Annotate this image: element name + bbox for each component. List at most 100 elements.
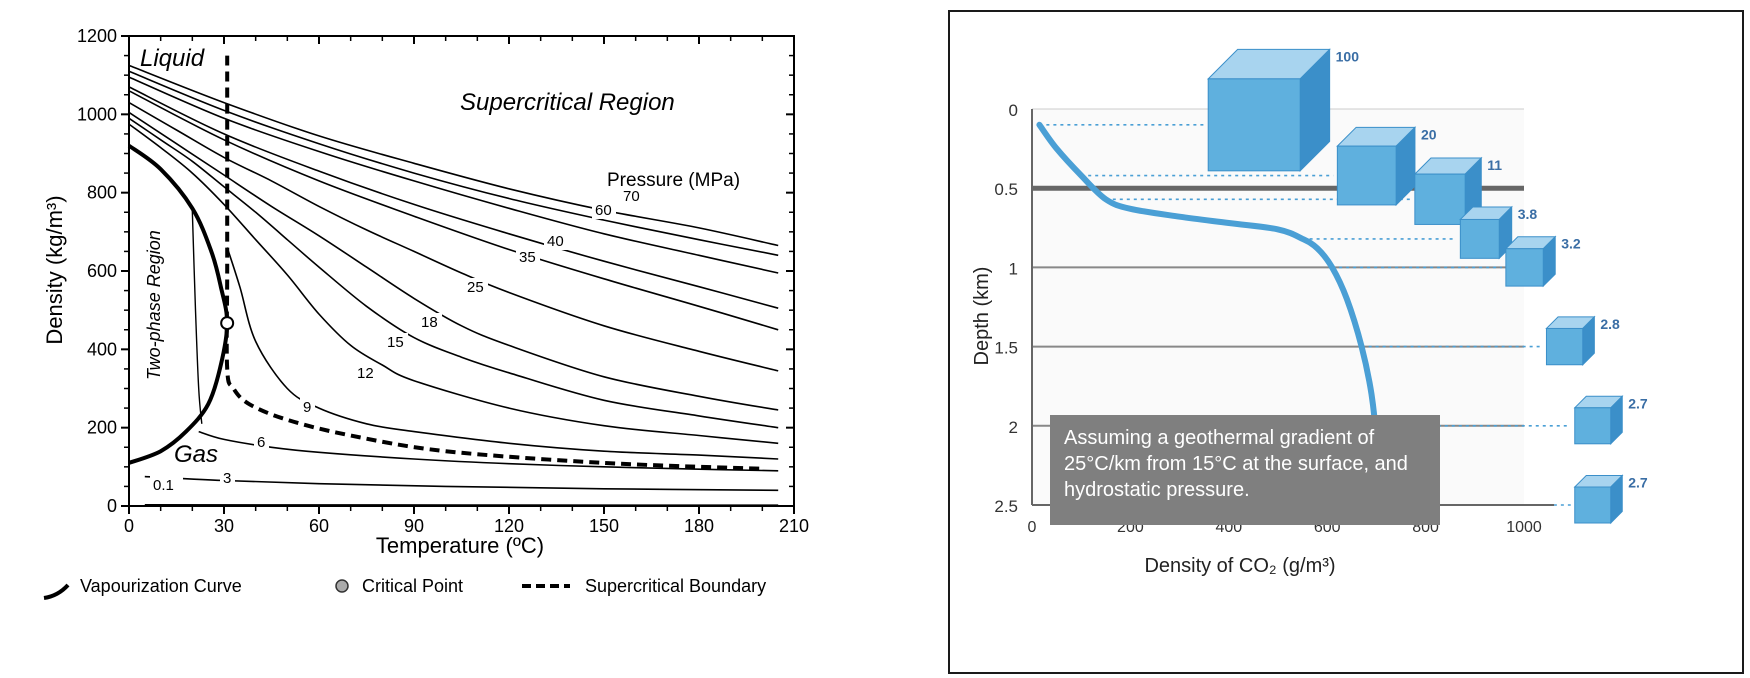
y-tick-label: 1000 bbox=[77, 104, 117, 124]
isobar-line bbox=[226, 247, 779, 460]
isobar-label-bg bbox=[544, 232, 568, 250]
two-phase-inner-line bbox=[191, 210, 203, 424]
x-tick-label: 0 bbox=[124, 516, 134, 536]
legend-boundary-label: Supercritical Boundary bbox=[585, 576, 766, 596]
x-tick-label: 0 bbox=[1028, 519, 1037, 536]
isobar-line bbox=[198, 430, 779, 472]
isobar-label-bg bbox=[150, 476, 183, 494]
isobar-label-bg bbox=[592, 201, 616, 219]
cube-label: 20 bbox=[1421, 126, 1437, 142]
volume-cube: 20 bbox=[1336, 126, 1437, 207]
x-tick-label: 120 bbox=[494, 516, 524, 536]
y-tick-label: 0.5 bbox=[994, 180, 1018, 199]
isobar-label-bg bbox=[254, 433, 269, 451]
cube-label: 2.7 bbox=[1628, 474, 1648, 490]
isobar-label-bg bbox=[418, 313, 442, 331]
y-axis-title: Density (kg/m³) bbox=[42, 195, 67, 344]
volume-cube: 2.8 bbox=[1545, 315, 1620, 366]
co2-density-curve bbox=[1036, 121, 1382, 508]
x-tick-label: 90 bbox=[404, 516, 424, 536]
isobar-label-bg bbox=[516, 248, 540, 266]
liquid-region-label: Liquid bbox=[140, 45, 205, 72]
isobar-label-bg bbox=[354, 364, 378, 382]
isobar-line bbox=[144, 475, 779, 492]
y-axis-title: Depth (km) bbox=[971, 267, 993, 366]
x-tick-label: 210 bbox=[779, 516, 809, 536]
gas-region-label: Gas bbox=[174, 441, 218, 468]
volume-cube: 3.2 bbox=[1504, 235, 1581, 288]
isobar-label: 0.1 bbox=[153, 477, 174, 494]
volume-cube: 2.7 bbox=[1573, 474, 1648, 525]
axes: 0 30 60 90 120 150 180 210 0 200 400 600 800 1000 1200 bbox=[77, 26, 809, 536]
isobar-label: 25 bbox=[467, 279, 484, 296]
x-tick-label: 30 bbox=[214, 516, 234, 536]
y-tick-label: 1200 bbox=[77, 26, 117, 46]
assumption-note: Assuming a geothermal gradient of 25°C/k… bbox=[1050, 415, 1440, 525]
isobar-label: 40 bbox=[547, 233, 564, 250]
isobar-label: 9 bbox=[303, 399, 311, 416]
isobar-label: 60 bbox=[595, 202, 612, 219]
y-tick-label: 2 bbox=[1009, 418, 1018, 437]
x-tick-label: 180 bbox=[684, 516, 714, 536]
isobar-line bbox=[128, 101, 779, 372]
volume-cube: 100 bbox=[1206, 48, 1360, 173]
x-axis-title: Temperature (ºC) bbox=[376, 533, 544, 558]
cube-front-face bbox=[1459, 218, 1500, 259]
volume-cube: 2.7 bbox=[1573, 395, 1648, 446]
cube-label: 3.2 bbox=[1561, 236, 1581, 252]
isobar-label-bg bbox=[300, 398, 315, 416]
x-tick-label: 1000 bbox=[1506, 519, 1542, 536]
legend: Vapourization Curve Critical Point Super… bbox=[43, 576, 766, 600]
critical-point-marker bbox=[220, 316, 235, 331]
density-temperature-chart: 0.1 3 6 9 12 15 18 25 35 40 60 70 0 30 60 90 120 150 180 2… bbox=[42, 26, 809, 600]
isobar-line bbox=[128, 123, 779, 445]
cube-front-face bbox=[1574, 486, 1612, 524]
two-phase-region-label: Two-phase Region bbox=[144, 230, 164, 380]
isobar-label: 3 bbox=[223, 470, 231, 487]
cube-front-face bbox=[1545, 327, 1584, 366]
cube-label: 100 bbox=[1336, 48, 1360, 64]
cube-front-face bbox=[1336, 145, 1397, 206]
y-tick-label: 1.5 bbox=[994, 339, 1018, 358]
isobar-label: 35 bbox=[519, 249, 536, 266]
pressure-header-label: Pressure (MPa) bbox=[607, 170, 740, 191]
y-tick-label: 2.5 bbox=[994, 497, 1018, 516]
cube-label: 2.8 bbox=[1600, 316, 1620, 332]
cube-label: 3.8 bbox=[1518, 206, 1538, 222]
x-axis-title: Density of CO₂ (g/m³) bbox=[1144, 555, 1335, 577]
isobar-label-bg bbox=[464, 278, 488, 296]
co2-density-depth-panel: 0 0.5 1 1.5 2 2.5 0 200 400 600 800 1000 100 20 11 3.8… bbox=[948, 10, 1744, 674]
y-tick-label: 0 bbox=[1009, 101, 1018, 120]
legend-vaporization-label: Vapourization Curve bbox=[80, 576, 242, 596]
cube-front-face bbox=[1505, 248, 1544, 287]
cube-front-face bbox=[1207, 78, 1301, 172]
legend-critical-point-label: Critical Point bbox=[362, 576, 463, 596]
isobar-line bbox=[128, 117, 779, 429]
isobar-label-bg bbox=[620, 187, 644, 205]
isobar-line bbox=[128, 70, 779, 257]
y-tick-label: 400 bbox=[87, 339, 117, 359]
isobar-line bbox=[128, 111, 779, 411]
isobar-line bbox=[128, 90, 779, 331]
y-tick-label: 600 bbox=[87, 261, 117, 281]
cube-front-face bbox=[1414, 173, 1466, 225]
legend-critical-point-swatch bbox=[335, 579, 349, 593]
plot-area: 0.1 3 6 9 12 15 18 25 35 40 60 70 bbox=[127, 55, 779, 506]
supercritical-region-label: Supercritical Region bbox=[460, 89, 675, 116]
x-tick-label: 60 bbox=[309, 516, 329, 536]
cube-label: 11 bbox=[1487, 157, 1502, 173]
cube-front-face bbox=[1574, 407, 1612, 445]
volume-cube: 11 bbox=[1413, 156, 1502, 226]
x-tick-label: 150 bbox=[589, 516, 619, 536]
volume-cube: 3.8 bbox=[1459, 205, 1538, 260]
co2-density-depth-chart: 00.511.522.50 200 400 600 800 1000 10020113.8… bbox=[971, 48, 1648, 577]
isobar-label-bg bbox=[384, 333, 408, 351]
isobar-label: 18 bbox=[421, 314, 438, 331]
cube-label: 2.7 bbox=[1628, 395, 1648, 411]
isobar-label: 70 bbox=[623, 188, 640, 205]
legend-vaporization-swatch bbox=[43, 583, 70, 600]
y-tick-label: 1 bbox=[1009, 259, 1018, 278]
curve bbox=[1036, 121, 1382, 508]
y-tick-label: 800 bbox=[87, 183, 117, 203]
isobar-line bbox=[128, 76, 779, 274]
